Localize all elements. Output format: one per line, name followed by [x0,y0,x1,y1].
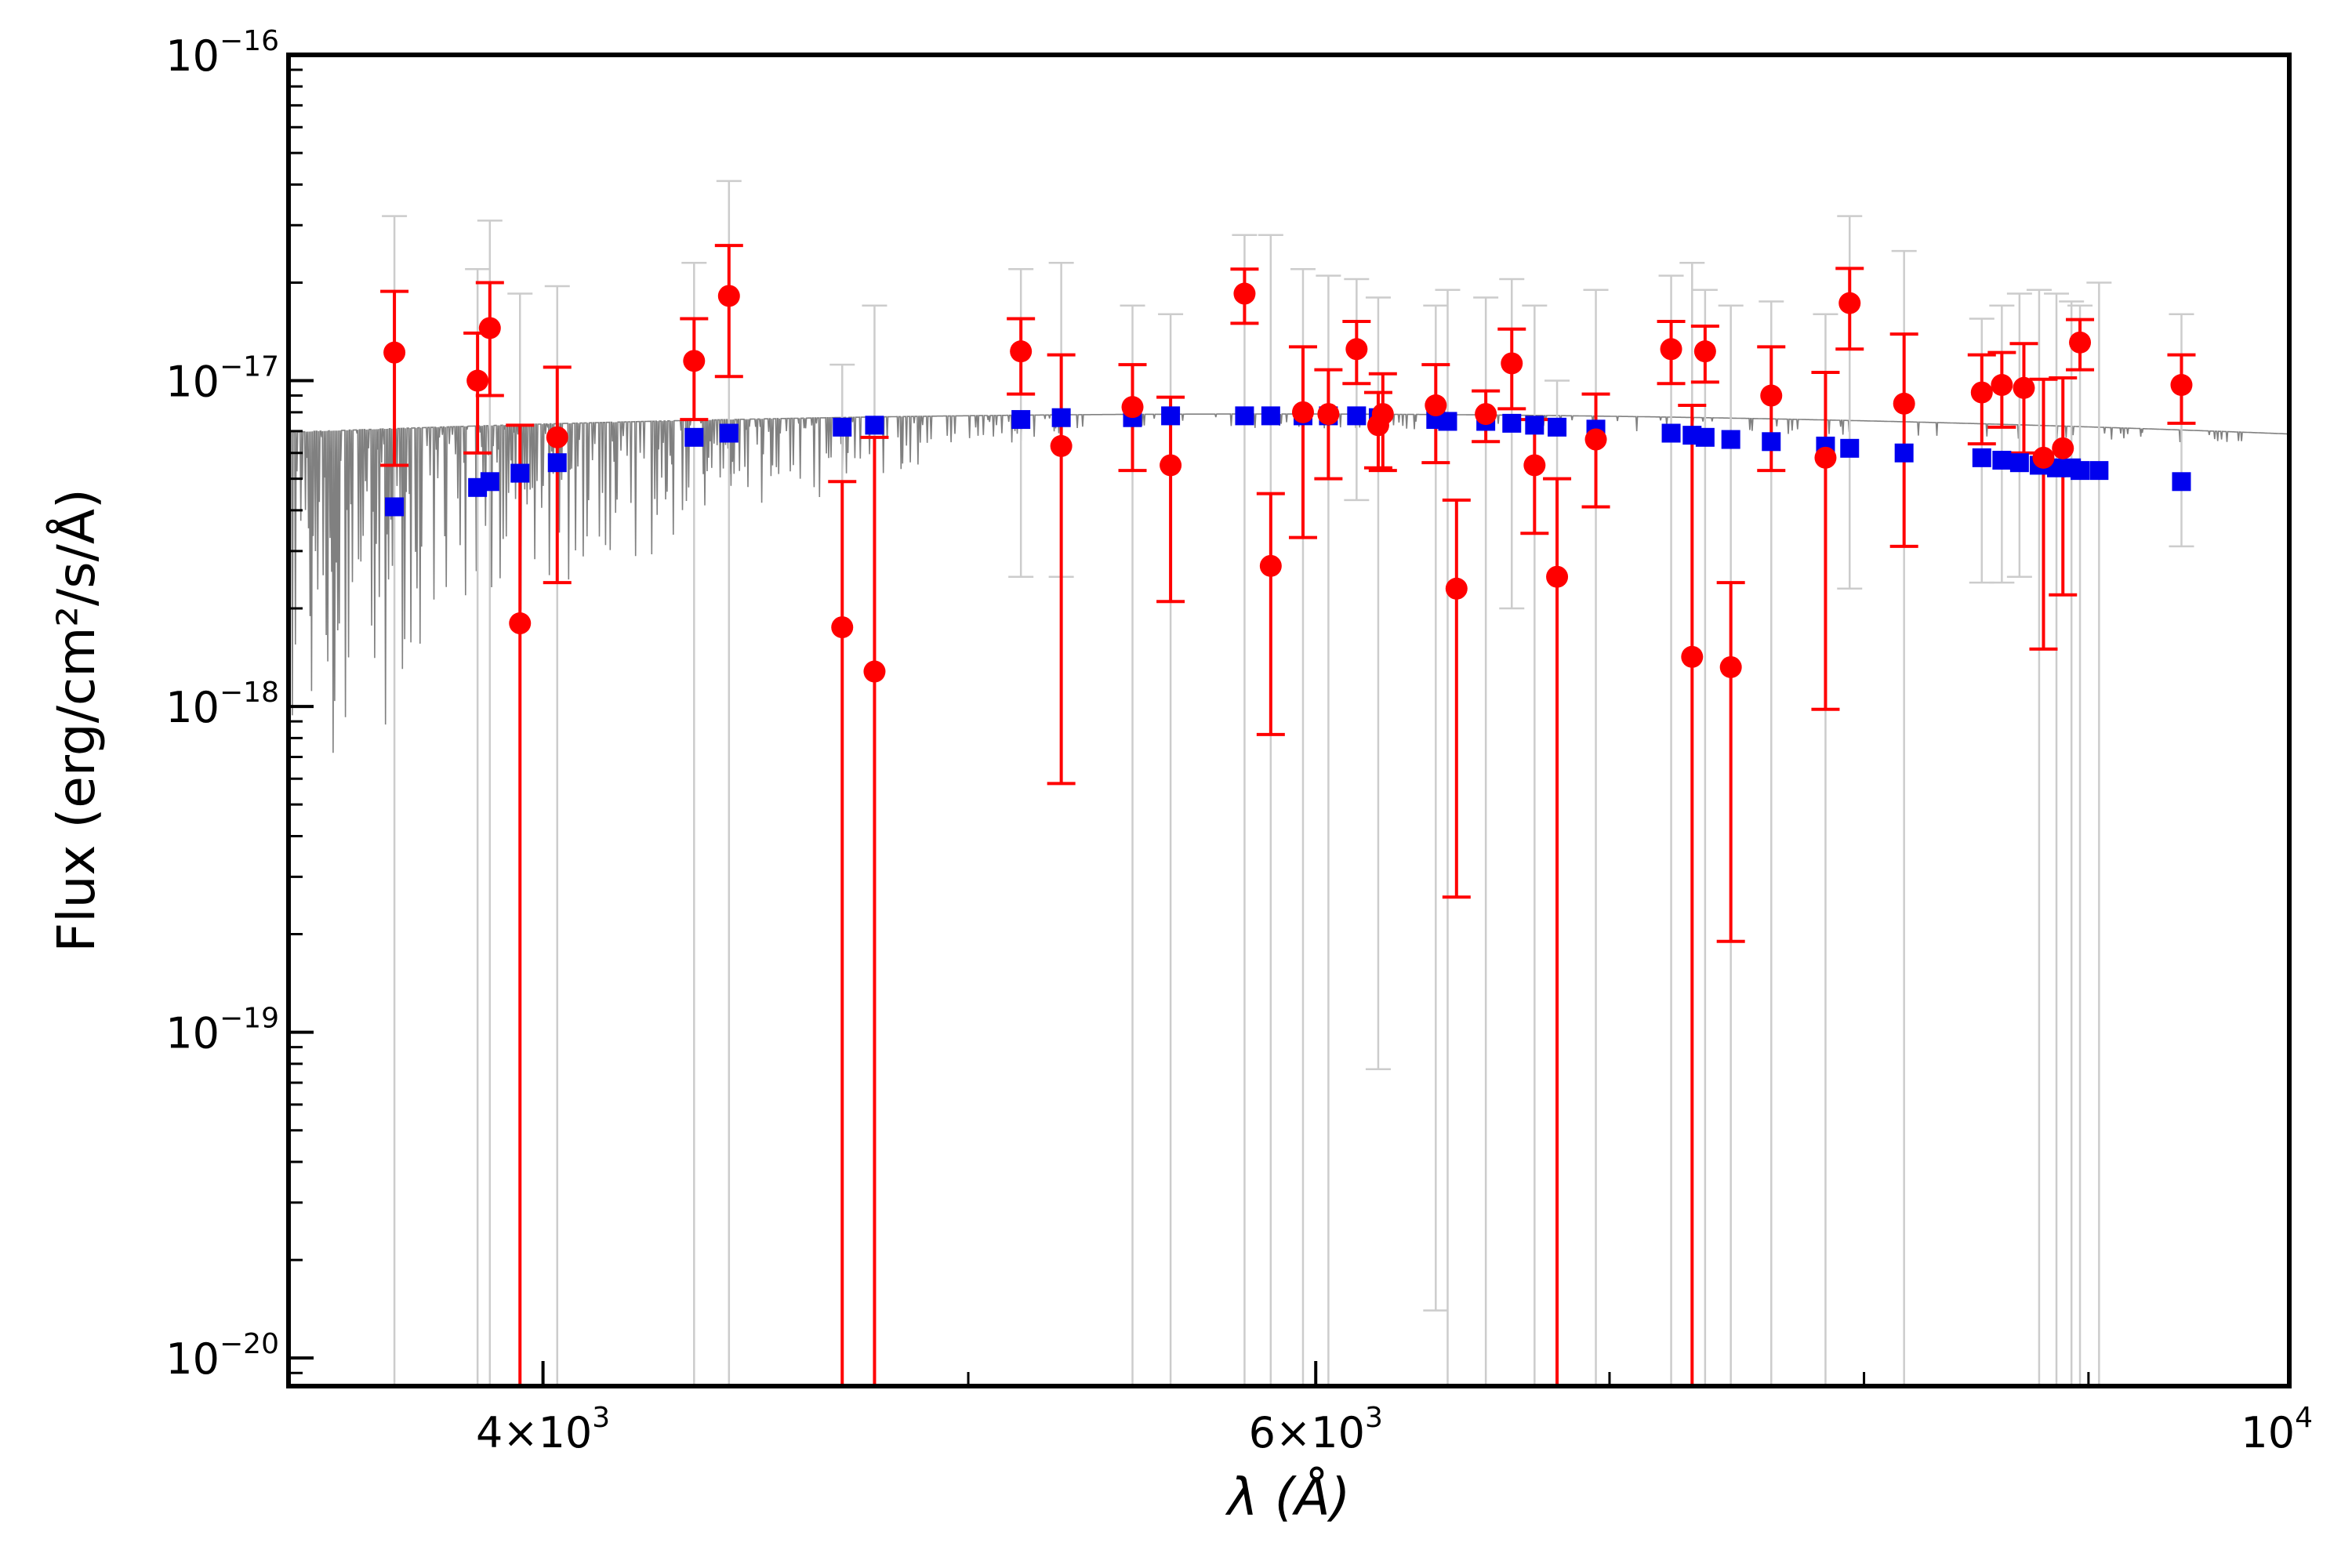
observed-photometry-point [478,317,501,339]
x-tick-label: 4×103 [476,1402,610,1457]
spectrum-line [289,413,2289,753]
observed-photometry-point [1160,454,1182,477]
model-photometry-square [1051,408,1071,427]
observed-photometry-point [1970,381,1993,404]
y-tick-label: 10−20 [165,1328,279,1384]
observed-photometry-point [1693,340,1716,363]
observed-photometry-point [1681,645,1704,668]
observed-photometry-point [1121,396,1144,419]
model-photometry-square [1347,406,1367,426]
model-photometry-square [1525,416,1544,435]
observed-photometry-point [1760,384,1783,407]
observed-photometry-point [1233,282,1256,305]
x-tick-label: 6×103 [1249,1402,1383,1457]
model-photometry-square [1661,423,1681,443]
observed-photometry-point [863,660,886,683]
model-photometry-square [510,463,530,483]
observed-photometry-point [1546,565,1569,588]
model-photometry-square [1721,430,1740,449]
observed-photometry-point [1445,577,1468,600]
model-photometry-square [1261,406,1280,426]
observed-photometry-point [509,612,532,635]
observed-photometry-point [1371,403,1394,426]
model-photometry-square [1992,450,2012,470]
x-axis-title: λ (Å) [1225,1467,1351,1527]
model-photometry-square [385,497,405,517]
observed-photometry-point [1291,401,1314,423]
observed-photometry-point [717,285,740,307]
y-tick-label: 10−17 [165,351,279,407]
observed-photometry-point [683,350,706,372]
observed-photometry-point [1991,374,2013,397]
observed-photometry-point [1345,338,1368,361]
observed-photometry-point [546,426,568,448]
observed-photometry-point [1660,338,1682,361]
model-photometry-square [1972,448,1991,467]
model-photometry-square [2071,461,2090,481]
model-photometry-square [1235,406,1254,426]
model-spectrum [289,413,2289,753]
model-photometry-square [1894,443,1914,463]
y-axis-title: Flux (erg/cm²/s/Å) [46,488,107,952]
y-tick-label: 10−18 [165,677,279,732]
model-photometry-square [1695,427,1715,447]
observed-photometry-point [1475,403,1497,426]
model-photometry-square [684,427,704,447]
x-tick-label: 104 [2241,1402,2313,1457]
observed-photometry-point [2069,331,2092,354]
y-tick-label: 10−16 [165,25,279,81]
y-tick-label: 10−19 [165,1003,279,1058]
model-photometry-square [1548,417,1567,437]
observed-photometry-point [1317,403,1340,426]
model-photometry-square [865,416,884,435]
observed-photometry-point [1893,392,1915,415]
observed-photometry-point [831,616,854,639]
observed-photometry-point [2032,446,2055,469]
observed-photometry-point [2170,374,2193,397]
model-photometry-square [1762,432,1781,452]
observed-photometry-point [1050,434,1073,457]
model-photometry-square [1438,412,1457,431]
model-photometry-square [2089,461,2109,481]
model-photometry-square [2172,472,2191,492]
observed-photometry-point [466,369,489,392]
model-photometry-square [719,423,739,443]
observed-photometry-points [383,282,2193,683]
model-photometry-square [1011,410,1031,430]
model-photometry-square [547,453,567,473]
observed-photometry-point [1501,352,1523,375]
model-photometry-square [1840,438,1860,458]
observed-photometry-point [1523,454,1546,477]
model-photometry-square [1502,413,1522,433]
model-photometry-square [480,472,499,492]
model-photometry-square [1161,406,1181,426]
model-photometry-square [833,417,852,437]
observed-photometry-point [1814,446,1837,469]
observed-photometry-point [1010,340,1033,363]
observed-photometry-point [383,341,406,364]
plot-frame [286,53,2292,1388]
observed-photometry-point [1584,428,1607,451]
observed-photometry-point [1838,292,1861,314]
observed-photometry-point [1259,554,1282,577]
observed-photometry-point [2052,437,2074,459]
observed-photometry-point [1719,655,1742,678]
observed-photometry-point [2013,376,2035,399]
observed-photometry-point [1425,394,1447,417]
model-photometry-square [2009,453,2029,473]
